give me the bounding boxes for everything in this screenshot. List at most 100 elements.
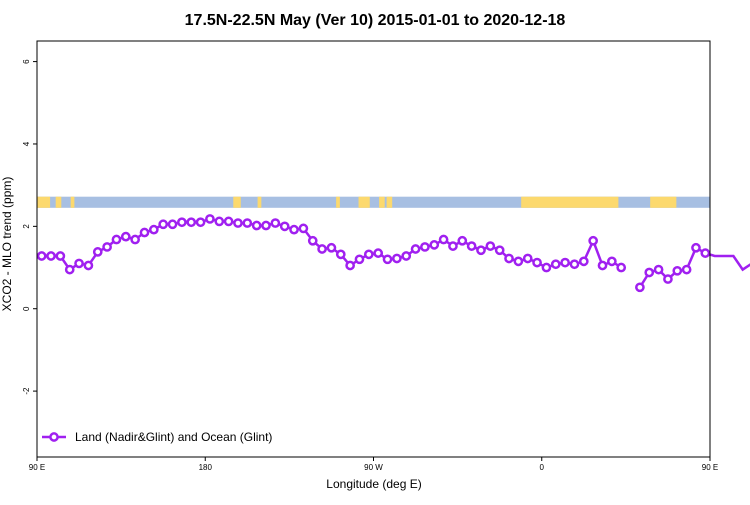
data-point-0-1-6 bbox=[691, 242, 701, 253]
data-point-0-0-18 bbox=[205, 214, 215, 224]
data-point-0-0-20 bbox=[223, 216, 234, 227]
data-point-0-0-1 bbox=[46, 251, 56, 261]
legend-label: Land (Nadir&Glint) and Ocean (Glint) bbox=[75, 430, 272, 444]
series-layer bbox=[36, 214, 750, 293]
data-point-0-0-50 bbox=[504, 253, 514, 264]
data-point-0-0-30 bbox=[317, 244, 327, 254]
data-point-0-0-34 bbox=[354, 254, 365, 265]
data-point-0-0-14 bbox=[167, 219, 178, 230]
data-point-0-0-52 bbox=[522, 253, 533, 264]
data-point-0-0-41 bbox=[420, 242, 430, 252]
data-point-0-0-51 bbox=[513, 256, 524, 267]
data-point-0-0-43 bbox=[438, 234, 449, 245]
land-segment-8 bbox=[386, 196, 393, 208]
data-point-0-0-23 bbox=[251, 220, 262, 231]
data-point-0-0-57 bbox=[569, 259, 580, 270]
data-point-0-0-17 bbox=[195, 217, 206, 228]
data-point-0-0-5 bbox=[83, 260, 94, 271]
data-point-0-0-8 bbox=[111, 234, 122, 245]
data-point-0-0-53 bbox=[532, 257, 542, 268]
y-tick-label-4: 6 bbox=[22, 59, 31, 64]
series-line-0-1 bbox=[638, 246, 750, 288]
land-segment-5 bbox=[336, 196, 340, 208]
data-point-0-0-10 bbox=[130, 234, 140, 245]
data-point-0-0-58 bbox=[578, 256, 589, 267]
data-point-0-1-5 bbox=[681, 264, 692, 275]
data-point-0-0-55 bbox=[550, 259, 561, 270]
data-point-0-0-54 bbox=[541, 262, 552, 273]
data-point-0-0-6 bbox=[92, 247, 103, 257]
land-segment-0 bbox=[37, 196, 51, 208]
y-tick-label-0: -2 bbox=[22, 387, 31, 395]
data-point-0-0-33 bbox=[345, 260, 355, 271]
data-point-0-0-47 bbox=[476, 245, 486, 256]
data-point-0-0-62 bbox=[616, 262, 627, 273]
data-point-0-1-0 bbox=[635, 282, 645, 293]
data-point-0-0-38 bbox=[392, 253, 402, 264]
data-point-0-0-32 bbox=[335, 249, 346, 260]
chart-title: 17.5N-22.5N May (Ver 10) 2015-01-01 to 2… bbox=[185, 12, 566, 29]
data-point-0-0-26 bbox=[279, 221, 290, 232]
data-point-0-0-27 bbox=[289, 224, 299, 235]
legend-marker bbox=[49, 432, 59, 442]
data-point-0-0-37 bbox=[382, 254, 393, 265]
data-point-0-0-0 bbox=[36, 251, 47, 261]
y-tick-label-3: 4 bbox=[22, 141, 31, 146]
x-tick-label-0: 90 E bbox=[29, 463, 45, 472]
data-point-0-0-13 bbox=[158, 219, 169, 230]
data-point-0-0-21 bbox=[233, 218, 243, 228]
x-axis: 90 E 180 90 W 0 90 E bbox=[29, 457, 718, 472]
data-point-0-0-61 bbox=[607, 256, 617, 267]
x-axis-label: Longitude (deg E) bbox=[326, 477, 421, 491]
data-point-0-0-46 bbox=[466, 241, 477, 251]
data-point-0-1-1 bbox=[644, 267, 655, 278]
land-segment-1 bbox=[55, 196, 62, 208]
x-tick-label-2: 90 W bbox=[364, 463, 383, 472]
data-point-0-0-59 bbox=[588, 235, 599, 246]
data-point-0-0-15 bbox=[177, 217, 187, 228]
y-tick-label-2: 2 bbox=[22, 224, 31, 229]
land-segment-4 bbox=[257, 196, 262, 208]
data-point-0-0-29 bbox=[307, 235, 318, 246]
data-point-0-0-44 bbox=[448, 241, 458, 251]
data-point-0-0-36 bbox=[373, 248, 384, 258]
data-point-0-0-16 bbox=[186, 217, 197, 228]
land-segment-10 bbox=[650, 196, 677, 208]
data-point-0-0-4 bbox=[74, 258, 84, 269]
data-point-0-0-2 bbox=[55, 251, 66, 261]
plot-frame bbox=[36, 40, 711, 458]
data-point-0-0-40 bbox=[410, 244, 421, 254]
y-tick-label-1: 0 bbox=[22, 306, 31, 311]
data-point-0-1-7 bbox=[700, 248, 711, 258]
data-point-0-0-9 bbox=[120, 231, 131, 242]
data-point-0-0-12 bbox=[148, 224, 159, 235]
land-ocean-band bbox=[37, 196, 710, 208]
land-segment-9 bbox=[521, 196, 619, 208]
x-tick-label-4: 90 E bbox=[702, 463, 718, 472]
x-tick-label-1: 180 bbox=[199, 463, 213, 472]
ocean-band bbox=[37, 196, 710, 208]
land-segment-6 bbox=[358, 196, 370, 208]
data-point-0-0-45 bbox=[457, 235, 468, 246]
data-point-0-0-39 bbox=[401, 251, 412, 261]
data-point-0-0-60 bbox=[597, 260, 608, 271]
data-point-0-1-4 bbox=[672, 265, 683, 276]
data-point-0-0-11 bbox=[139, 227, 150, 238]
data-point-0-0-19 bbox=[214, 216, 225, 227]
data-point-0-0-28 bbox=[298, 223, 309, 234]
data-point-0-0-22 bbox=[242, 218, 253, 228]
data-point-0-0-24 bbox=[261, 220, 271, 231]
data-point-0-0-35 bbox=[363, 249, 374, 260]
y-axis: -2 0 2 4 6 bbox=[22, 59, 37, 395]
y-axis-label: XCO2 - MLO trend (ppm) bbox=[0, 177, 14, 312]
data-point-0-0-56 bbox=[560, 257, 570, 268]
land-segment-3 bbox=[233, 196, 241, 208]
data-point-0-0-3 bbox=[64, 264, 75, 275]
data-point-0-0-42 bbox=[429, 240, 440, 250]
data-point-0-0-31 bbox=[326, 242, 337, 253]
data-point-0-1-3 bbox=[663, 274, 673, 284]
data-point-0-0-48 bbox=[485, 241, 496, 251]
land-segment-7 bbox=[379, 196, 385, 208]
